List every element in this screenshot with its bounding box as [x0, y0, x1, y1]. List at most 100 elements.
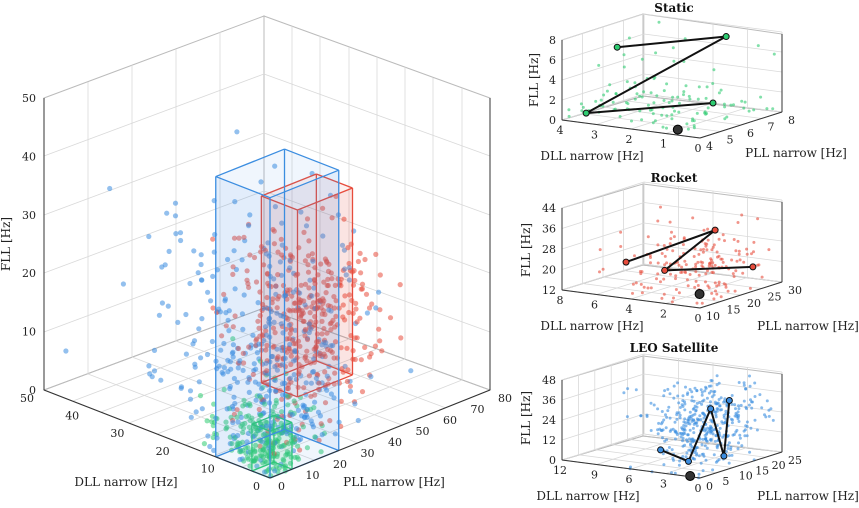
main-point — [219, 369, 225, 376]
subplot-point — [708, 427, 712, 430]
subplot-point — [724, 285, 728, 289]
main-ztick: 20 — [22, 267, 36, 280]
main-point — [305, 262, 311, 268]
subplot-point — [743, 434, 747, 438]
main-ztick: 50 — [22, 92, 36, 105]
subplot-point — [673, 471, 677, 475]
subplot-point — [683, 408, 687, 412]
subplot-point — [748, 384, 752, 388]
subplot-point — [705, 396, 709, 400]
subplot-point — [742, 383, 746, 387]
main-point — [272, 403, 278, 410]
subplot-rocket-points — [598, 205, 771, 305]
subplot-point — [686, 433, 690, 437]
subplot-point — [682, 93, 685, 97]
subplot-point — [622, 65, 626, 69]
subplot-point — [695, 301, 699, 305]
main-point — [230, 264, 236, 270]
subplot-leo-title: LEO Satellite — [630, 341, 719, 355]
main-point — [238, 414, 244, 420]
subplot-point — [691, 216, 695, 220]
main-bounding-boxes — [215, 148, 354, 479]
main-point — [305, 269, 312, 275]
subplot-point — [619, 245, 623, 248]
subplot-point — [749, 398, 752, 402]
subplot-leo-xlabel: DLL narrow [Hz] — [536, 489, 639, 503]
main-point — [120, 281, 126, 287]
main-point — [273, 283, 279, 289]
subplot-point — [713, 439, 717, 443]
main-point — [246, 344, 252, 350]
subplot-ytick: 0 — [706, 480, 713, 493]
main-point — [357, 250, 363, 256]
subplot-trajectory — [585, 35, 727, 115]
main-point — [333, 298, 339, 304]
main-point — [279, 242, 285, 248]
subplot-point — [688, 437, 691, 441]
main-xtick: 40 — [65, 410, 79, 423]
main-point — [300, 424, 306, 430]
subplot-point — [645, 415, 649, 418]
subplot-point — [710, 248, 714, 252]
subplot-point — [665, 261, 669, 265]
subplot-point — [625, 415, 629, 419]
subplot-point — [741, 271, 745, 275]
subplot-point — [669, 428, 673, 432]
subplot-point — [709, 257, 713, 261]
subplot-point — [717, 398, 721, 401]
subplot-point — [656, 407, 660, 411]
subplot-point — [714, 289, 717, 293]
subplot-xtick: 4 — [626, 303, 633, 316]
main-point — [377, 338, 383, 344]
main-point — [221, 291, 227, 297]
subplot-point — [681, 394, 685, 398]
subplot-point — [717, 458, 721, 462]
main-point — [247, 252, 253, 258]
main-point — [344, 378, 350, 385]
subplot-trajectory-node — [684, 457, 692, 465]
main-xlabel: DLL narrow [Hz] — [74, 475, 177, 489]
subplot-point — [750, 252, 753, 256]
subplot-point — [638, 109, 642, 113]
subplot-point — [707, 264, 711, 268]
subplot-point — [767, 248, 771, 252]
main-point — [274, 346, 280, 352]
subplot-point — [599, 98, 603, 102]
main-point — [325, 276, 331, 282]
subplot-xtick: 3 — [660, 478, 667, 491]
main-point — [320, 205, 326, 211]
subplot-point — [665, 126, 668, 130]
main-point — [256, 325, 262, 331]
main-point — [304, 216, 311, 222]
main-point — [172, 200, 179, 206]
subplot-point — [704, 428, 708, 432]
main-point — [317, 350, 323, 356]
subplot-point — [732, 103, 735, 107]
main-point — [359, 281, 366, 287]
subplot-ytick: 8 — [788, 114, 795, 127]
subplot-point — [756, 44, 760, 48]
subplot-point — [655, 94, 659, 98]
subplot-point — [711, 82, 715, 85]
main-point — [284, 349, 290, 355]
subplot-point — [704, 280, 707, 284]
subplot-point — [712, 428, 716, 432]
subplot-ytick: 5 — [722, 475, 729, 488]
subplot-point — [618, 115, 622, 118]
subplot-point — [703, 433, 707, 437]
main-point — [159, 264, 165, 270]
subplot-point — [670, 99, 674, 103]
subplot-point — [715, 374, 719, 378]
main-point — [285, 402, 291, 408]
main-point — [271, 319, 277, 325]
main-point — [284, 385, 290, 392]
main-point — [244, 439, 250, 445]
subplot-point — [676, 95, 680, 99]
main-point — [222, 296, 228, 302]
subplot-point — [669, 272, 672, 276]
main-point — [294, 454, 300, 460]
subplot-point — [682, 236, 686, 240]
main-point — [276, 293, 282, 299]
